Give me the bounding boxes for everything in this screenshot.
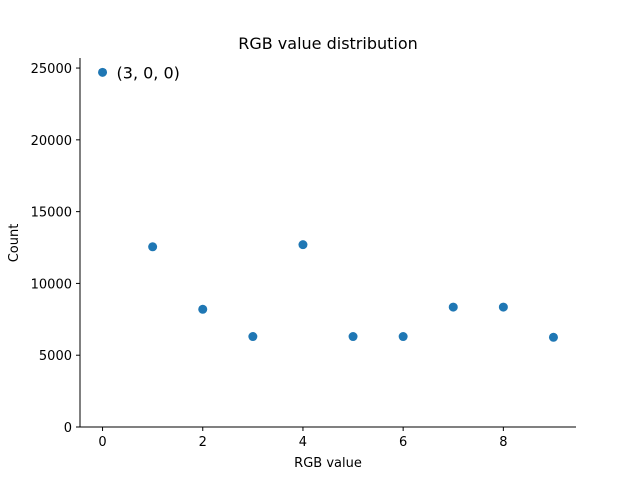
x-tick-label: 0 — [98, 435, 106, 450]
x-tick-label: 6 — [399, 435, 407, 450]
data-point — [548, 332, 558, 342]
data-point — [148, 242, 158, 252]
x-tick-label: 2 — [199, 435, 207, 450]
x-tick-label: 8 — [499, 435, 507, 450]
point-annotation: (3, 0, 0) — [117, 63, 180, 82]
data-point — [198, 304, 208, 314]
y-tick-label: 0 — [64, 421, 72, 436]
y-tick-label: 20000 — [31, 134, 72, 149]
data-point — [448, 302, 458, 312]
x-tick-label: 4 — [299, 435, 307, 450]
data-point — [98, 67, 108, 77]
y-tick-label: 15000 — [31, 206, 72, 221]
data-point — [348, 332, 358, 342]
data-point — [398, 332, 408, 342]
y-axis-label: Count — [7, 224, 22, 263]
y-tick-label: 10000 — [31, 277, 72, 292]
chart-title: RGB value distribution — [238, 34, 418, 53]
x-axis-label: RGB value — [294, 456, 362, 471]
plot-area: 0 2 4 6 8 0 5000 10000 15000 20000 25000 (3, 0, 0) — [31, 58, 576, 450]
y-tick-label: 5000 — [39, 349, 72, 364]
y-tick-label: 25000 — [31, 62, 72, 77]
data-point — [298, 240, 308, 250]
data-point — [498, 302, 508, 312]
data-point — [248, 332, 258, 342]
